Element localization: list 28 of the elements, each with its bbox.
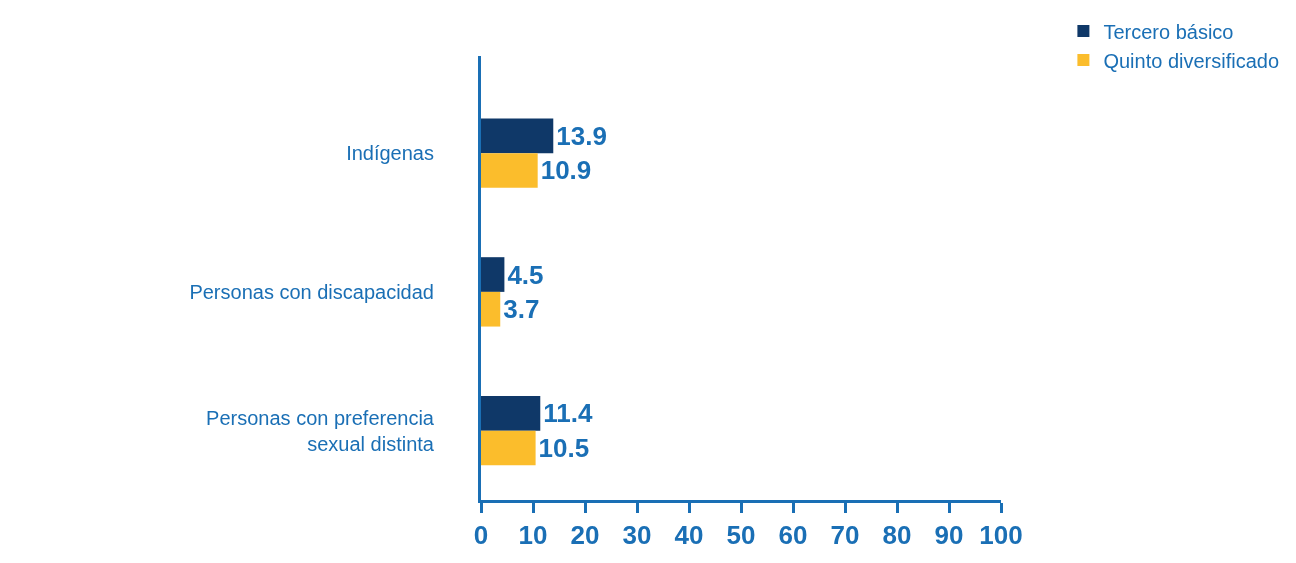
bar	[481, 291, 501, 327]
bar	[481, 257, 505, 292]
x-tick-label: 40	[674, 520, 704, 551]
bar	[481, 395, 541, 431]
data-label: 11.4	[543, 398, 593, 429]
x-tick-label: 10	[518, 520, 548, 551]
bar	[481, 118, 554, 154]
x-tick-label: 90	[934, 520, 964, 551]
data-label: 3.7	[503, 294, 540, 325]
bar	[481, 153, 538, 188]
bar	[481, 430, 536, 466]
x-tick-label: 80	[882, 520, 912, 551]
legend-label: Tercero básico	[1103, 20, 1234, 43]
x-tick-label: 20	[570, 520, 600, 551]
x-tick-label: 60	[778, 520, 808, 551]
x-tick-label: 100	[979, 520, 1023, 551]
x-tick-label: 30	[622, 520, 652, 551]
y-tick-label: Personas con preferencia sexual distinta	[206, 406, 435, 455]
data-label: 4.5	[507, 259, 544, 290]
x-tick-label: 0	[473, 520, 489, 551]
y-tick-label: Personas con discapacidad	[189, 280, 434, 303]
data-label: 13.9	[556, 120, 607, 151]
data-label: 10.9	[540, 155, 592, 186]
x-tick-label: 50	[726, 520, 756, 551]
x-tick-label: 70	[830, 520, 860, 551]
legend-label: Quinto diversificado	[1103, 49, 1280, 72]
data-label: 10.5	[538, 432, 590, 463]
y-tick-label: Indígenas	[346, 142, 434, 165]
